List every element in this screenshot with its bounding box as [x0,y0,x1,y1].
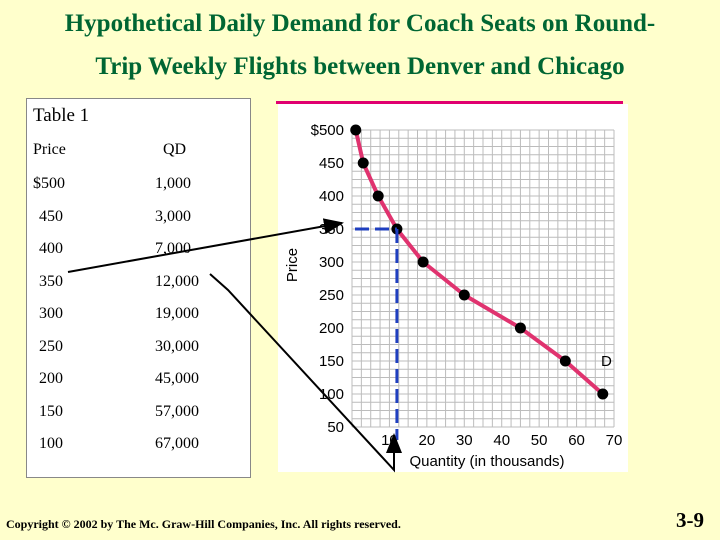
y-tick-label: 250 [319,287,344,304]
x-tick-label: 60 [568,432,585,449]
price-cell: 250 [39,337,63,355]
price-cell: 450 [39,207,63,225]
qd-cell: 19,000 [155,305,199,322]
x-tick-label: 40 [493,432,510,449]
price-cell: 200 [39,370,63,387]
qd-cell: 7,000 [155,240,191,257]
data-point [372,190,384,202]
y-tick-label: 300 [319,254,344,271]
data-point [350,124,362,136]
y-tick-label: $500 [311,122,344,139]
y-tick-label: 200 [319,320,344,337]
data-point [357,157,369,169]
price-cell: 100 [39,435,63,452]
data-point [458,289,470,301]
price-cell: 300 [39,305,63,322]
title-line-1: Hypothetical Daily Demand for Coach Seat… [64,10,656,37]
x-tick-label: 30 [456,432,473,449]
copyright-footer: Copyright © 2002 by The Mc. Graw-Hill Co… [6,517,401,531]
demand-table: Table 1 Price QD $500 1,000 450 3,000 400 7,0… [26,98,251,478]
x-axis-title: Quantity (in thousands) [409,453,564,470]
data-point [417,256,429,268]
qd-column-header: QD [163,141,187,158]
slide-number: 3-9 [676,508,704,532]
x-tick-label: 10 [381,432,398,449]
data-point [559,355,571,367]
demand-curve-label: D [601,353,612,370]
title-line-2: Trip Weekly Flights between Denver and C… [95,53,625,80]
price-column-header: Price [33,141,66,158]
price-cell: 350 [39,272,63,290]
data-point [514,322,526,334]
y-axis-title: Price [284,248,301,282]
price-cell: 150 [39,402,63,420]
y-tick-label: 50 [327,419,344,436]
qd-cell: 57,000 [155,402,199,420]
price-cell: $500 [33,175,65,192]
table-title: Table 1 [33,105,90,126]
qd-cell: 67,000 [155,435,199,452]
price-cell: 400 [39,240,63,257]
y-tick-label: 400 [319,188,344,205]
chart-top-rule [276,101,623,104]
qd-cell: 1,000 [155,175,191,192]
x-tick-label: 70 [606,432,623,449]
slide-title: Hypothetical Daily Demand for Coach Seat… [0,2,720,88]
y-tick-label: 100 [319,386,344,403]
qd-cell: 45,000 [155,370,199,387]
qd-cell: 3,000 [155,207,191,225]
qd-cell: 30,000 [155,337,199,355]
connector-arrow-price [67,218,344,273]
connector-arrow-quantity [209,273,402,473]
x-tick-label: 50 [531,432,548,449]
qd-cell: 12,000 [155,272,199,290]
x-tick-label: 20 [419,432,436,449]
y-tick-label: 150 [319,353,344,370]
y-tick-label: 450 [319,155,344,172]
data-point [597,388,609,400]
